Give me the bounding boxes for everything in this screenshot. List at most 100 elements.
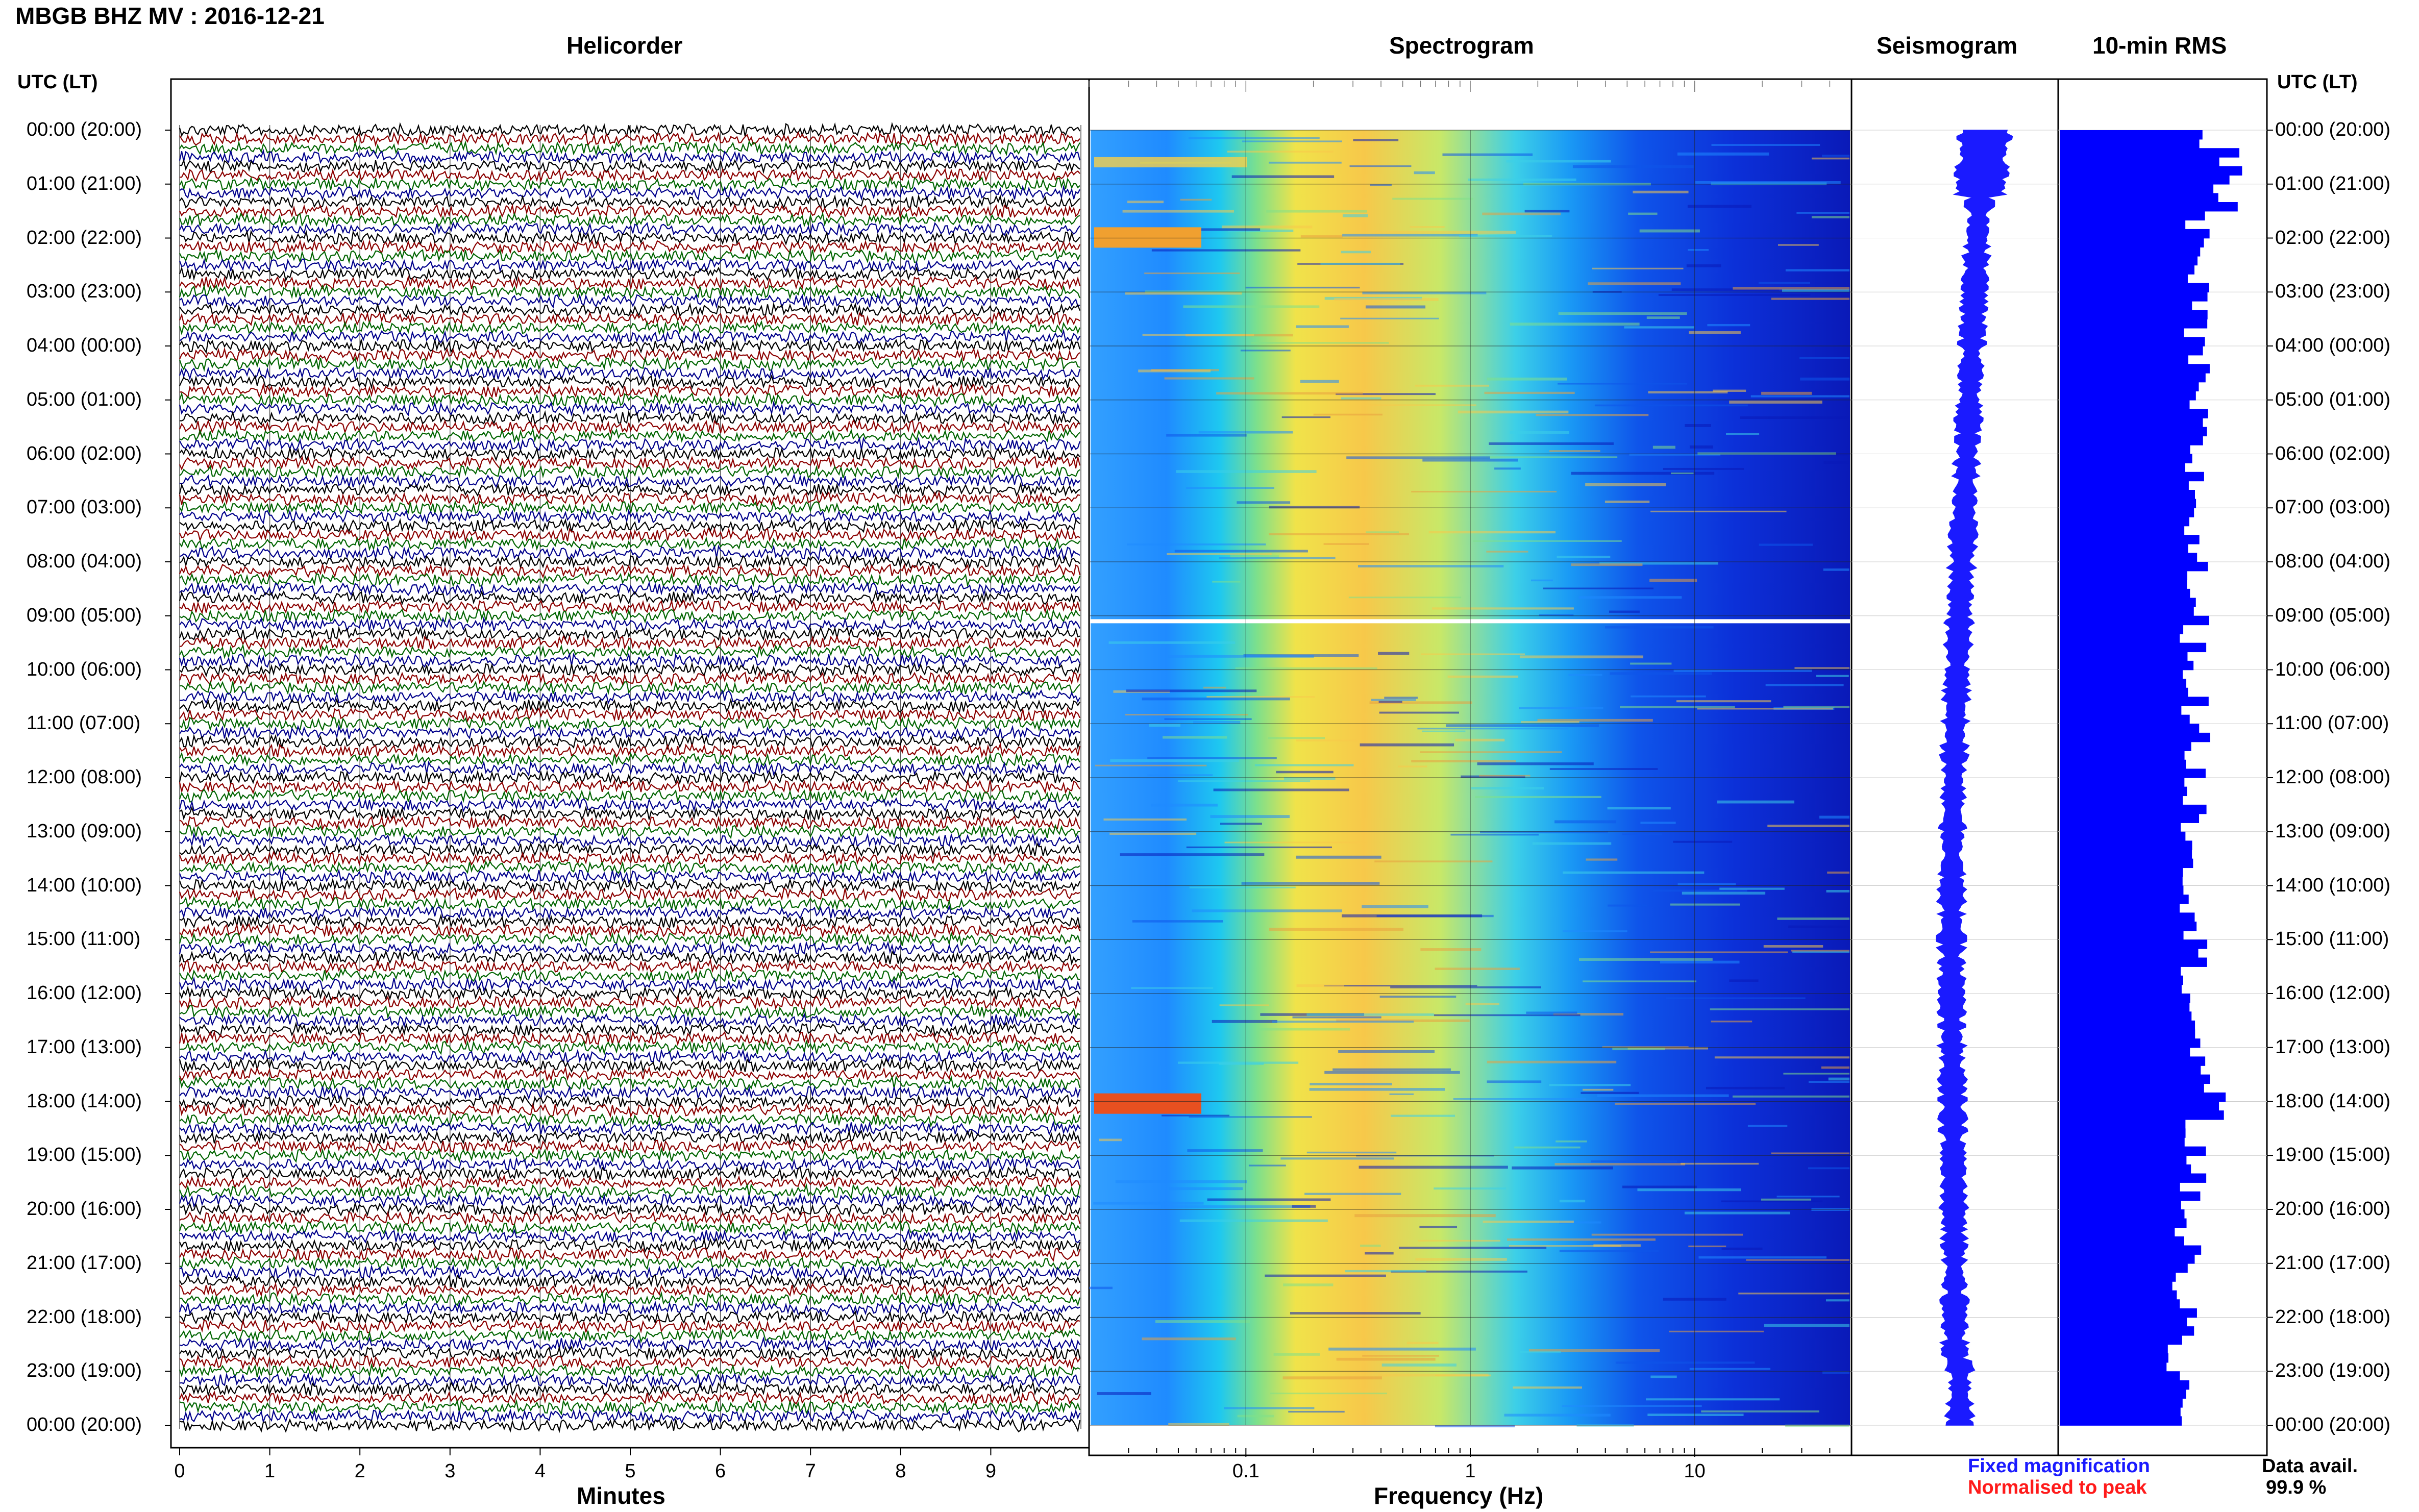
spectrogram-event: [1094, 227, 1201, 248]
spectrogram-noise: [1487, 1060, 1617, 1063]
rms-bar: [2060, 256, 2198, 266]
helicorder-trace: [179, 922, 1081, 938]
time-label-left: 11:00 (07:00): [27, 712, 141, 734]
spectrogram-noise: [1510, 323, 1640, 326]
spectrogram-noise: [1428, 531, 1556, 534]
spectrogram-noise: [1588, 282, 1681, 285]
spectrogram-noise: [1189, 1116, 1312, 1118]
time-label-left: 01:00 (21:00): [27, 172, 142, 194]
spectrogram-noise: [1597, 1094, 1729, 1097]
spectrogram-noise: [1310, 1082, 1392, 1085]
rms-bar: [2060, 1200, 2181, 1210]
spectrogram-noise: [1459, 235, 1552, 237]
spectrogram-noise: [1591, 1160, 1677, 1163]
spectrogram-noise: [1224, 1407, 1315, 1409]
spectrogram-noise: [1151, 249, 1301, 252]
spectrogram-noise: [1292, 1016, 1381, 1019]
helicorder-trace: [179, 1219, 1080, 1235]
spectrogram-noise: [1645, 1398, 1780, 1401]
spectrogram-noise: [1480, 831, 1608, 833]
rms-bar: [2060, 220, 2186, 230]
time-label-right: 17:00 (13:00): [2275, 1036, 2391, 1058]
spectrogram-noise: [1531, 579, 1553, 582]
spectrogram-noise: [1300, 235, 1343, 238]
spectrogram-noise: [1296, 739, 1359, 741]
spectrogram-noise: [1747, 1125, 1788, 1127]
spectrogram-noise: [1767, 825, 1849, 828]
rms-bar: [2060, 516, 2189, 527]
rms-bar: [2060, 1092, 2226, 1102]
minutes-axis-label: Minutes: [577, 1482, 665, 1509]
spectrogram-noise: [1147, 757, 1277, 759]
spectrogram-noise: [1650, 1375, 1677, 1378]
spectrogram-noise: [1684, 1211, 1790, 1214]
spectrogram-noise: [1313, 413, 1383, 416]
time-label-left: 03:00 (23:00): [27, 281, 142, 303]
helicorder-trace: [179, 1408, 1081, 1424]
helicorder-trace: [179, 995, 1080, 1011]
spectrogram-noise: [1602, 1046, 1689, 1048]
spectrogram-noise: [1097, 1392, 1151, 1395]
spectrogram-noise: [1714, 1056, 1849, 1059]
rms-bar: [2060, 157, 2219, 167]
spectrogram-noise: [1390, 1114, 1455, 1117]
helicorder-trace: [179, 230, 1080, 246]
rms-bar: [2060, 1254, 2195, 1264]
spectrogram-noise: [1695, 181, 1841, 184]
helicorder-trace: [179, 258, 1080, 273]
rms-bar: [2060, 553, 2198, 562]
helicorder-trace: [179, 877, 1081, 894]
helicorder-trace: [179, 896, 1080, 911]
spectrogram-noise: [1219, 1062, 1264, 1065]
time-label-left: 06:00 (02:00): [27, 442, 142, 464]
spectrogram-noise: [1557, 556, 1611, 558]
helicorder-trace: [179, 931, 1081, 948]
spectrogram-noise: [1494, 467, 1521, 470]
spectrogram-noise: [1482, 212, 1561, 215]
spectrogram-noise: [1800, 377, 1849, 381]
spectrogram-noise: [1799, 357, 1849, 359]
spectrogram-noise: [1468, 178, 1576, 181]
time-label-right: 07:00 (03:00): [2275, 497, 2391, 518]
rms-bar: [2060, 292, 2208, 302]
spectrogram-noise: [1435, 968, 1520, 970]
spectrogram-noise: [1324, 1071, 1460, 1074]
spectrogram-noise: [1562, 1405, 1702, 1407]
spectrogram-noise: [1341, 397, 1381, 400]
helicorder-trace: [179, 482, 1080, 498]
spectrogram-noise: [1778, 244, 1819, 246]
spectrogram-noise: [1652, 445, 1675, 449]
helicorder-trace: [179, 1345, 1081, 1361]
spectrogram-noise: [1594, 404, 1748, 407]
spectrogram-noise: [1823, 461, 1849, 464]
spectrogram-noise: [1785, 1424, 1849, 1427]
helicorder-trace: [179, 1273, 1081, 1290]
spectrogram-noise: [1089, 1286, 1113, 1290]
spectrogram-noise: [1126, 689, 1257, 692]
spectrogram-noise: [1398, 765, 1427, 767]
spectrogram-noise: [1685, 424, 1711, 427]
utc-header-left: UTC (LT): [17, 71, 98, 93]
rms-title: 10-min RMS: [2092, 32, 2227, 59]
spectrogram-noise: [1563, 871, 1705, 874]
minute-tick-label: 1: [264, 1460, 275, 1482]
spectrogram-noise: [1712, 389, 1746, 392]
rms-bar: [2060, 1137, 2185, 1147]
legend-fixed-magnification: Fixed magnification: [1968, 1455, 2150, 1477]
helicorder-trace: [179, 1003, 1080, 1020]
spectrogram-noise: [1296, 325, 1349, 328]
spectrogram-noise: [1648, 391, 1728, 394]
spectrogram-noise: [1821, 155, 1849, 157]
rms-bar: [2060, 229, 2210, 239]
spectrogram-noise: [1666, 997, 1806, 999]
spectrogram-noise: [1099, 1138, 1122, 1142]
spectrogram-noise: [1189, 886, 1296, 888]
helicorder-trace: [179, 1174, 1081, 1190]
frequency-tick-label: 1: [1465, 1460, 1475, 1482]
helicorder-trace: [179, 976, 1081, 993]
rms-bar: [2060, 1173, 2207, 1183]
spectrogram-noise: [1486, 551, 1528, 553]
helicorder-trace: [179, 887, 1080, 903]
spectrogram-noise: [1120, 853, 1265, 856]
